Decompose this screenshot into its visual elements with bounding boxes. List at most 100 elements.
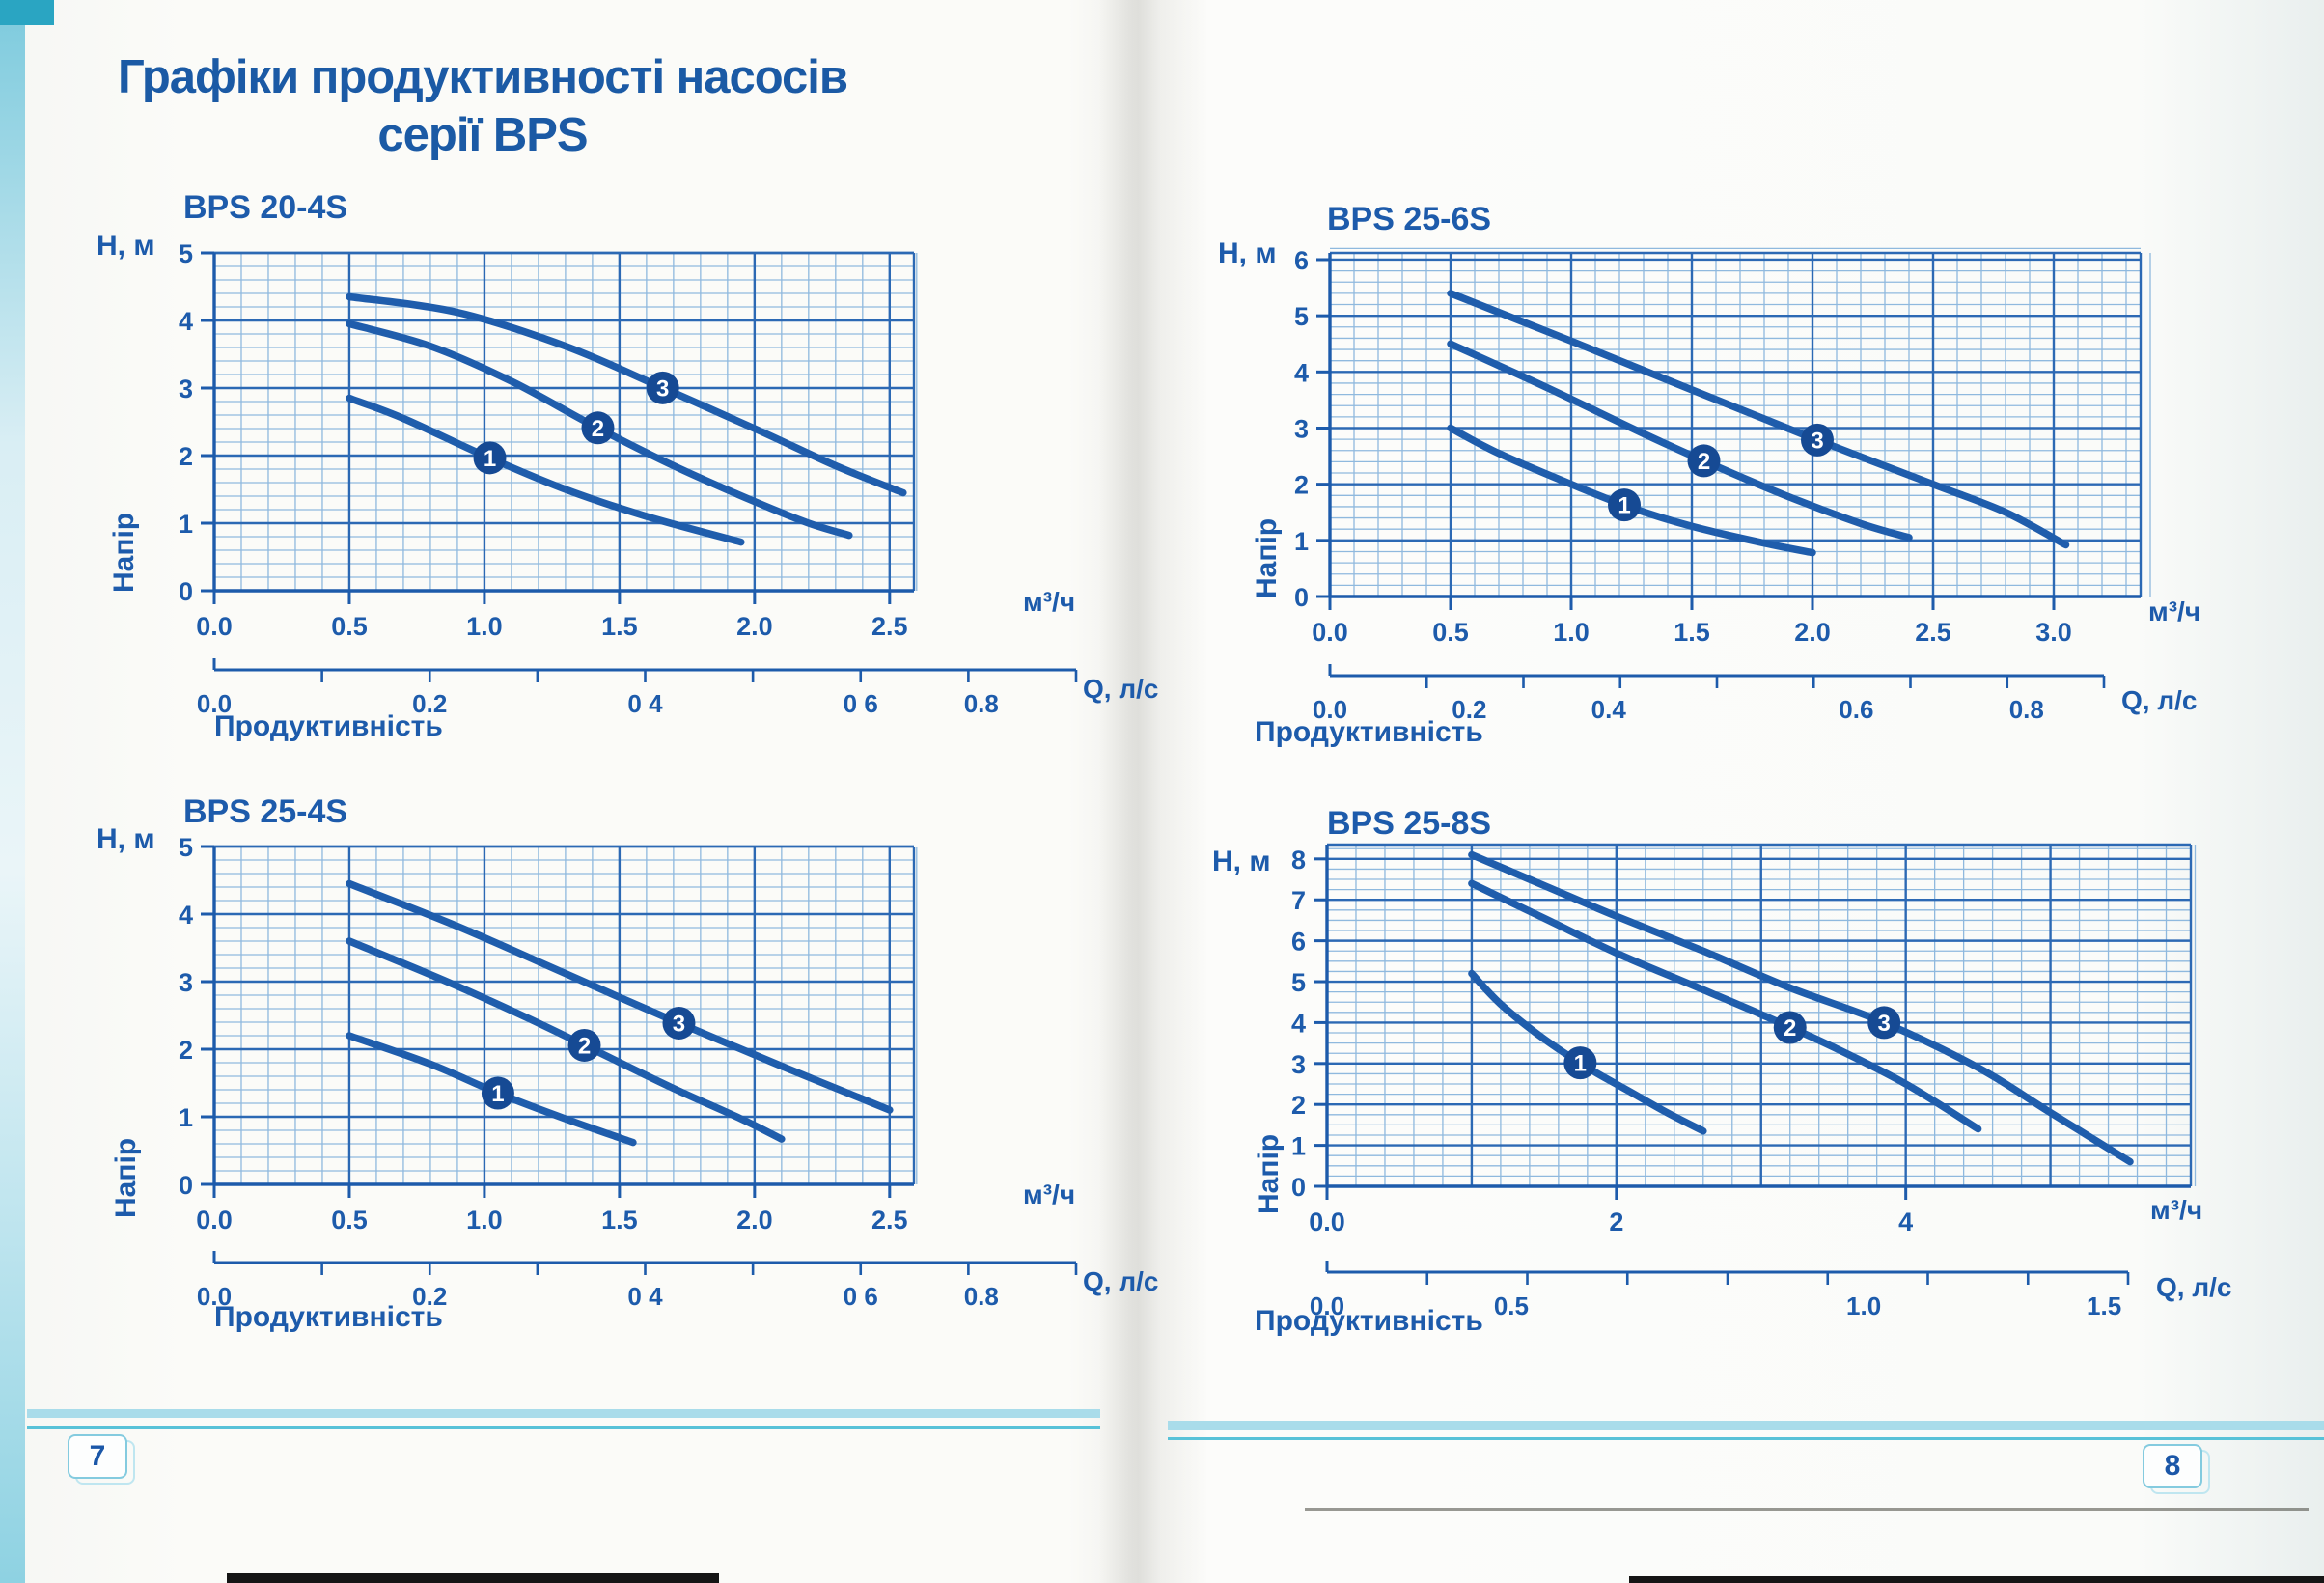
svg-text:0: 0 bbox=[179, 577, 193, 606]
svg-text:3: 3 bbox=[1294, 414, 1309, 443]
svg-text:0.0: 0.0 bbox=[197, 1282, 232, 1311]
svg-text:1.5: 1.5 bbox=[2087, 1291, 2121, 1320]
chart3-x-unit-label: м³/ч bbox=[1023, 1180, 1076, 1209]
chart2-q-unit-label: Q, л/с bbox=[2121, 685, 2198, 715]
page-title-line1: Графіки продуктивності насосів bbox=[117, 51, 848, 103]
svg-text:0.5: 0.5 bbox=[331, 1206, 368, 1235]
page-number-right: 8 bbox=[2143, 1444, 2202, 1488]
svg-text:0.6: 0.6 bbox=[1839, 695, 1873, 724]
svg-text:3.0: 3.0 bbox=[2035, 618, 2072, 647]
svg-text:1: 1 bbox=[491, 1081, 504, 1107]
svg-text:2: 2 bbox=[1294, 471, 1309, 500]
svg-text:3: 3 bbox=[1291, 1050, 1306, 1079]
svg-text:0.0: 0.0 bbox=[1310, 1291, 1344, 1320]
svg-text:0.8: 0.8 bbox=[964, 1282, 999, 1311]
svg-text:2: 2 bbox=[1784, 1015, 1796, 1041]
svg-text:2.0: 2.0 bbox=[736, 612, 773, 641]
svg-text:1.5: 1.5 bbox=[601, 1206, 638, 1235]
footer-rule bbox=[1168, 1421, 2324, 1430]
svg-text:0.0: 0.0 bbox=[196, 612, 233, 641]
chart2-x-axis-name: Продуктивність bbox=[1255, 716, 1483, 748]
chart4-y-unit-label: H, м bbox=[1212, 846, 1271, 877]
svg-text:2: 2 bbox=[578, 1033, 591, 1059]
chart3-y-axis-name: Напір bbox=[110, 1137, 142, 1218]
chart-title-bps-25-8s: BPS 25-8S bbox=[1327, 805, 1492, 842]
chart1-q-unit-label: Q, л/с bbox=[1083, 674, 1159, 704]
chart3-y-unit-label: H, м bbox=[97, 823, 155, 855]
svg-text:1: 1 bbox=[179, 510, 193, 539]
footer-rule bbox=[27, 1409, 1100, 1418]
svg-text:1.5: 1.5 bbox=[601, 612, 638, 641]
svg-text:1: 1 bbox=[179, 1103, 193, 1132]
svg-text:3: 3 bbox=[656, 375, 669, 402]
svg-text:0.0: 0.0 bbox=[1312, 618, 1348, 647]
svg-text:2: 2 bbox=[592, 416, 604, 442]
scan-artifact bbox=[1305, 1508, 2309, 1511]
chart4-q-unit-label: Q, л/с bbox=[2156, 1272, 2232, 1302]
chart-title-bps-20-4s: BPS 20-4S bbox=[183, 189, 348, 226]
svg-text:1.0: 1.0 bbox=[466, 612, 503, 641]
svg-text:0.8: 0.8 bbox=[2009, 695, 2044, 724]
chart4-x-unit-label: м³/ч bbox=[2150, 1195, 2203, 1225]
svg-text:1: 1 bbox=[1574, 1051, 1587, 1077]
svg-text:6: 6 bbox=[1294, 246, 1309, 275]
scan-corner-block bbox=[0, 0, 54, 25]
svg-text:0 6: 0 6 bbox=[844, 1282, 878, 1311]
svg-text:4: 4 bbox=[179, 901, 193, 930]
svg-text:3: 3 bbox=[1877, 1011, 1890, 1037]
svg-text:0.8: 0.8 bbox=[964, 689, 999, 718]
svg-text:1: 1 bbox=[484, 446, 496, 472]
svg-text:1.5: 1.5 bbox=[1674, 618, 1710, 647]
svg-text:1.0: 1.0 bbox=[466, 1206, 503, 1235]
svg-text:2.5: 2.5 bbox=[872, 1206, 908, 1235]
svg-text:2: 2 bbox=[179, 442, 193, 471]
svg-text:3: 3 bbox=[673, 1011, 685, 1037]
footer-rule bbox=[27, 1426, 1100, 1429]
svg-text:4: 4 bbox=[1291, 1009, 1306, 1038]
svg-text:2.0: 2.0 bbox=[736, 1206, 773, 1235]
svg-text:0.2: 0.2 bbox=[412, 689, 447, 718]
svg-text:2: 2 bbox=[1698, 449, 1710, 475]
chart3-q-unit-label: Q, л/с bbox=[1083, 1266, 1159, 1296]
svg-text:5: 5 bbox=[1291, 968, 1306, 997]
chart3-x-axis-name: Продуктивність bbox=[214, 1301, 443, 1333]
page-number-left: 7 bbox=[68, 1434, 127, 1479]
svg-text:5: 5 bbox=[1294, 302, 1309, 331]
svg-text:0.0: 0.0 bbox=[1309, 1208, 1345, 1236]
chart1-x-unit-label: м³/ч bbox=[1023, 587, 1076, 617]
svg-text:0.5: 0.5 bbox=[1494, 1291, 1529, 1320]
svg-text:2.5: 2.5 bbox=[872, 612, 908, 641]
chart1-y-axis-name: Напір bbox=[108, 512, 140, 593]
scan-artifact bbox=[227, 1573, 719, 1583]
page-fold-shadow bbox=[1098, 0, 1209, 1583]
svg-text:0 6: 0 6 bbox=[844, 689, 878, 718]
svg-text:2.5: 2.5 bbox=[1915, 618, 1951, 647]
svg-text:0.2: 0.2 bbox=[1452, 695, 1486, 724]
svg-text:7: 7 bbox=[1291, 886, 1306, 915]
chart2-y-axis-name: Напір bbox=[1251, 517, 1283, 598]
svg-text:1.0: 1.0 bbox=[1553, 618, 1590, 647]
svg-text:4: 4 bbox=[1294, 358, 1309, 387]
svg-text:6: 6 bbox=[1291, 928, 1306, 957]
svg-text:0 4: 0 4 bbox=[627, 1282, 663, 1311]
chart1-x-axis-name: Продуктивність bbox=[214, 710, 443, 742]
svg-text:2: 2 bbox=[1609, 1208, 1623, 1236]
svg-text:0.5: 0.5 bbox=[331, 612, 368, 641]
svg-text:5: 5 bbox=[179, 239, 193, 268]
svg-text:3: 3 bbox=[179, 968, 193, 997]
svg-text:0: 0 bbox=[1294, 583, 1309, 612]
chart4-y-axis-name: Напір bbox=[1253, 1133, 1285, 1214]
svg-text:4: 4 bbox=[1898, 1208, 1913, 1236]
scan-artifact bbox=[1629, 1576, 2324, 1583]
svg-text:1: 1 bbox=[1291, 1132, 1306, 1161]
svg-text:2: 2 bbox=[1291, 1091, 1306, 1120]
footer-rule bbox=[1168, 1437, 2324, 1440]
page-edge-strip bbox=[0, 0, 25, 1583]
svg-text:0 4: 0 4 bbox=[627, 689, 663, 718]
svg-text:1.0: 1.0 bbox=[1846, 1291, 1881, 1320]
svg-text:5: 5 bbox=[179, 833, 193, 862]
svg-text:0.0: 0.0 bbox=[196, 1206, 233, 1235]
svg-text:3: 3 bbox=[1811, 428, 1823, 454]
